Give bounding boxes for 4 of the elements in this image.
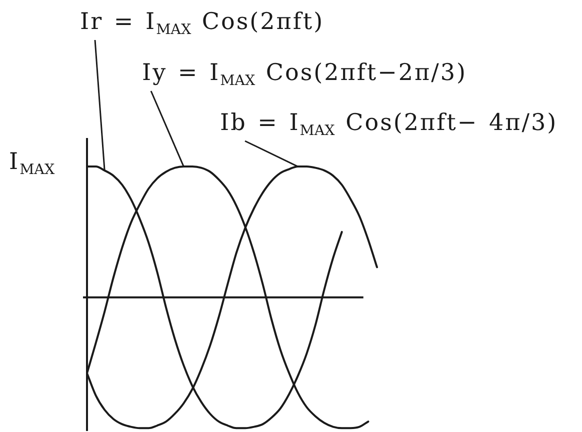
text: Ir = I$_{MAX}$ Cos(2πft) [80,9,324,38]
text: Ib = I$_{MAX}$ Cos(2πft− 4π/3) [220,110,558,139]
y-axis-title: I$_{MAX}$ [9,149,55,178]
text: Iy = I$_{MAX}$ Cos(2πft−2π/3) [142,60,468,89]
